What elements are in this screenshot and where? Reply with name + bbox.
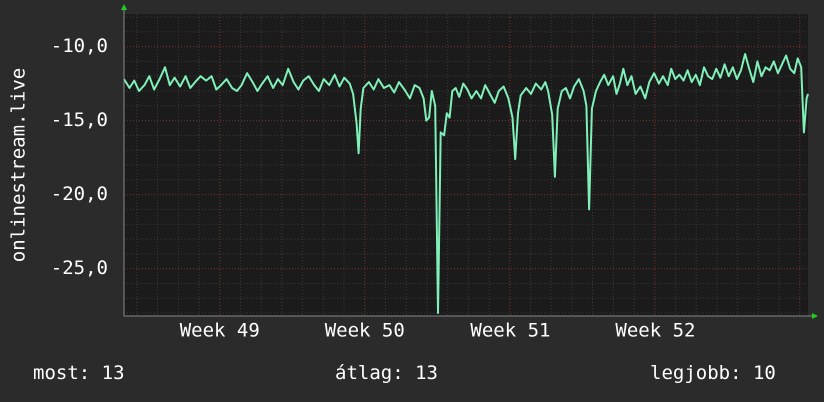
- y-tick-label: -10,0: [51, 35, 108, 57]
- x-tick-label: Week 49: [180, 320, 260, 342]
- grid: [124, 14, 808, 316]
- x-axis-arrow: [812, 313, 818, 319]
- y-tick-label: -25,0: [51, 257, 108, 279]
- footer-best: legjobb: 10: [650, 362, 776, 384]
- tick-labels: -10,0 -15,0 -20,0 -25,0 Week 49 Week 50 Week 5…: [51, 35, 696, 341]
- y-axis-arrow: [121, 4, 127, 10]
- footer-average: átlag: 13: [335, 362, 438, 384]
- axes: [121, 4, 818, 319]
- footer-now: most: 13: [33, 362, 125, 384]
- series-line: [123, 53, 809, 314]
- y-tick-label: -15,0: [51, 109, 108, 131]
- y-tick-label: -20,0: [51, 183, 108, 205]
- x-tick-label: Week 50: [325, 320, 405, 342]
- x-tick-label: Week 51: [470, 320, 550, 342]
- y-axis-title: onlinestream.live: [8, 68, 30, 262]
- x-tick-label: Week 52: [615, 320, 695, 342]
